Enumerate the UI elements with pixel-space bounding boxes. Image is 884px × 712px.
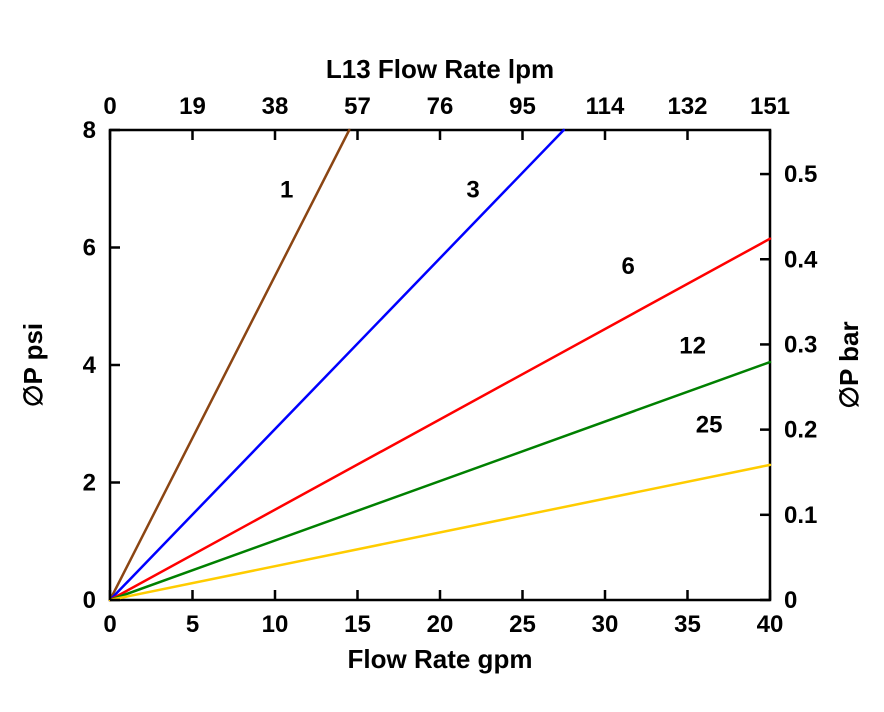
xtick-bottom-label: 10 bbox=[262, 611, 289, 638]
ytick-left-label: 6 bbox=[83, 235, 96, 262]
xtick-top-label: 38 bbox=[262, 93, 289, 120]
chart-container: 1361225051015202530354001938577695114132… bbox=[0, 0, 884, 712]
xtick-bottom-label: 25 bbox=[509, 611, 536, 638]
xtick-top-label: 114 bbox=[586, 93, 625, 120]
ytick-right-label: 0.5 bbox=[784, 161, 817, 188]
ytick-right-label: 0.3 bbox=[784, 331, 817, 358]
xtick-bottom-label: 35 bbox=[674, 611, 701, 638]
series-label-25: 25 bbox=[696, 412, 723, 439]
xtick-bottom-label: 15 bbox=[344, 611, 371, 638]
xtick-bottom-label: 40 bbox=[757, 611, 784, 638]
xtick-top-label: 95 bbox=[509, 93, 536, 120]
ytick-left-label: 8 bbox=[83, 117, 96, 144]
series-label-6: 6 bbox=[622, 253, 635, 280]
series-label-12: 12 bbox=[679, 332, 706, 359]
y-right-title: ∅P bar bbox=[834, 321, 864, 408]
x-top-title: L13 Flow Rate lpm bbox=[326, 54, 554, 84]
xtick-bottom-label: 5 bbox=[186, 611, 199, 638]
series-label-3: 3 bbox=[466, 177, 479, 204]
ytick-right-label: 0.1 bbox=[784, 502, 817, 529]
ytick-left-label: 0 bbox=[83, 587, 96, 614]
y-left-title: ∅P psi bbox=[18, 323, 48, 407]
xtick-top-label: 151 bbox=[750, 93, 790, 120]
xtick-bottom-label: 30 bbox=[592, 611, 619, 638]
xtick-top-label: 76 bbox=[427, 93, 454, 120]
ytick-right-label: 0 bbox=[784, 587, 797, 614]
series-label-1: 1 bbox=[280, 177, 293, 204]
xtick-bottom-label: 20 bbox=[427, 611, 454, 638]
ytick-left-label: 4 bbox=[83, 352, 97, 379]
xtick-top-label: 19 bbox=[179, 93, 206, 120]
ytick-left-label: 2 bbox=[83, 470, 96, 497]
xtick-top-label: 57 bbox=[344, 93, 371, 120]
x-bottom-title: Flow Rate gpm bbox=[348, 644, 533, 674]
xtick-top-label: 132 bbox=[667, 93, 707, 120]
ytick-right-label: 0.2 bbox=[784, 417, 817, 444]
ytick-right-label: 0.4 bbox=[784, 246, 818, 273]
pressure-flow-chart: 1361225051015202530354001938577695114132… bbox=[0, 0, 884, 712]
xtick-top-label: 0 bbox=[103, 93, 116, 120]
xtick-bottom-label: 0 bbox=[103, 611, 116, 638]
